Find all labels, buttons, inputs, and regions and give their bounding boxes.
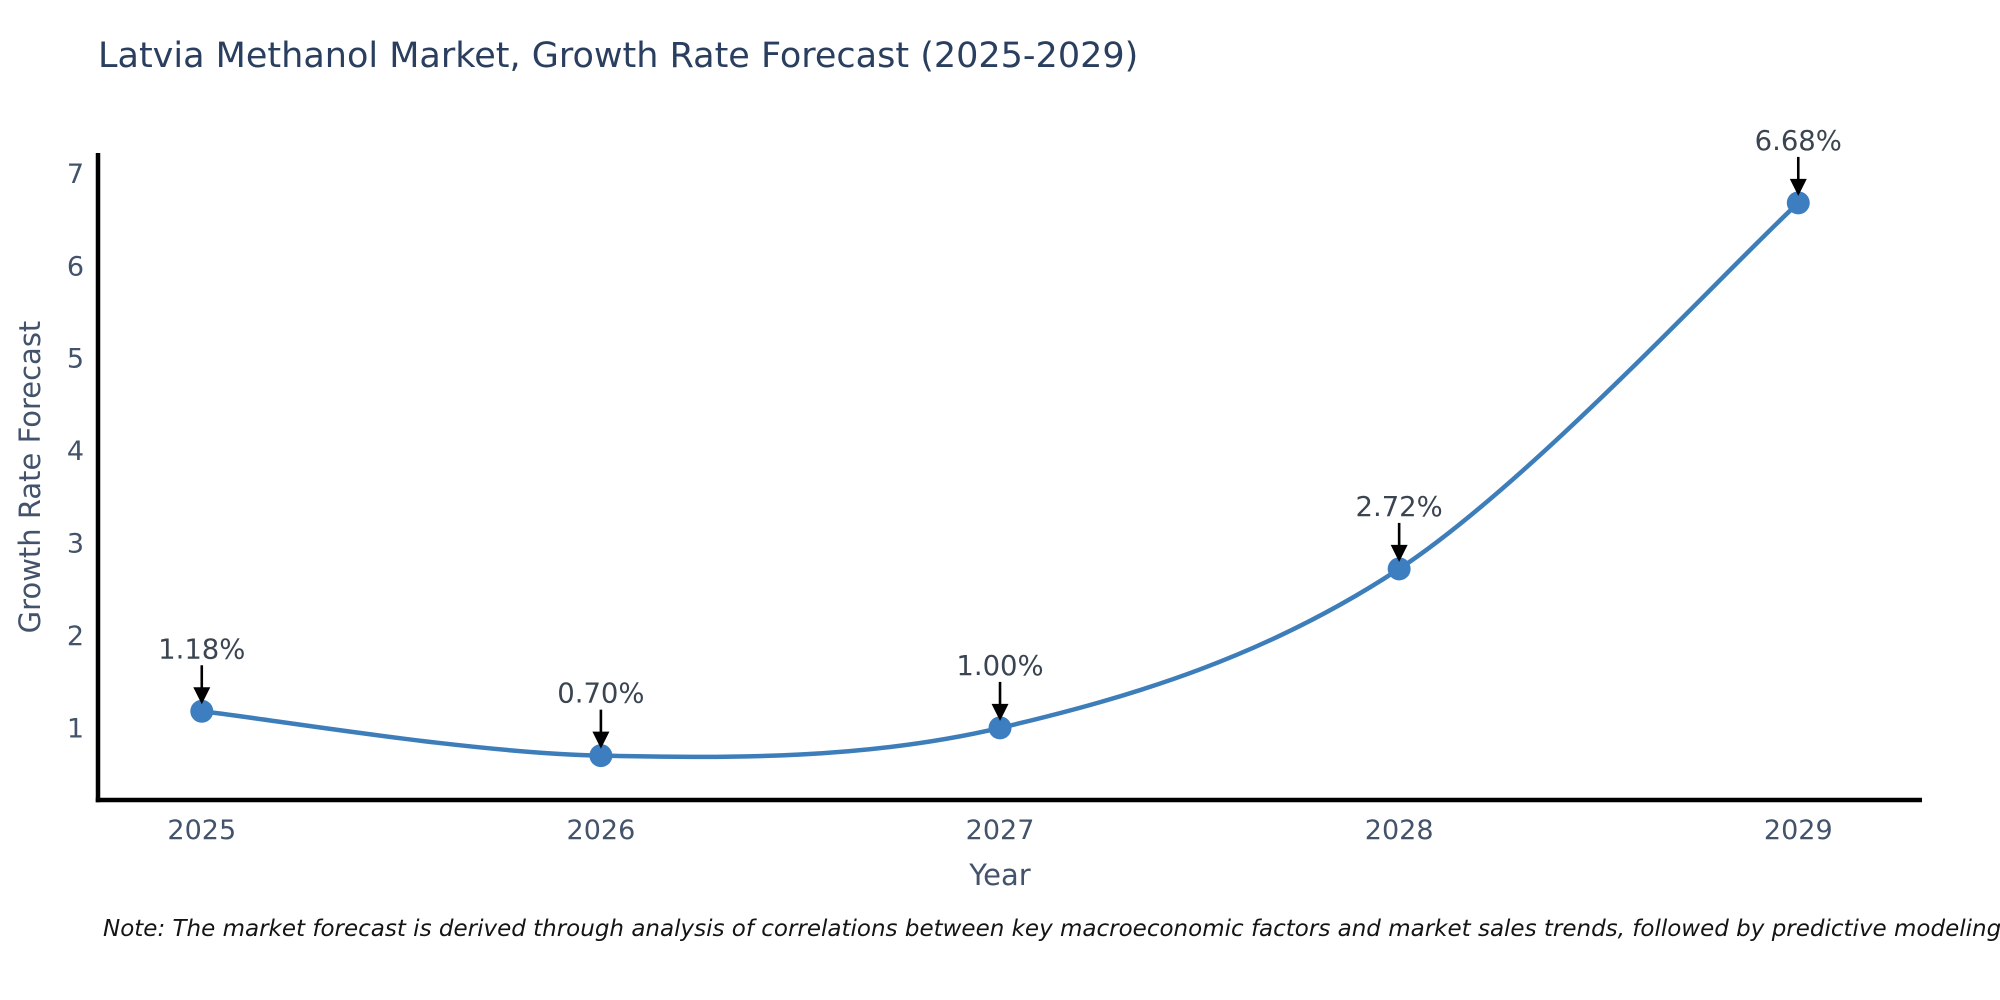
data-point <box>589 744 613 768</box>
chart-footnote: Note: The market forecast is derived thr… <box>103 916 2000 942</box>
y-tick-label: 1 <box>67 713 84 744</box>
x-tick-label: 2025 <box>167 815 236 846</box>
point-value-label: 1.18% <box>158 633 245 665</box>
annotation-arrowhead <box>1789 178 1807 196</box>
annotation-arrowhead <box>991 703 1009 721</box>
y-axis-label: Growth Rate Forecast <box>13 320 47 634</box>
x-tick-label: 2027 <box>966 815 1035 846</box>
x-tick-label: 2026 <box>567 815 636 846</box>
data-point <box>190 699 214 723</box>
x-axis-label: Year <box>969 858 1031 892</box>
y-tick-label: 3 <box>67 529 84 560</box>
data-point <box>988 716 1012 740</box>
y-tick-label: 4 <box>67 436 84 467</box>
x-tick-label: 2028 <box>1365 815 1434 846</box>
point-value-label: 0.70% <box>557 678 644 710</box>
chart-title: Latvia Methanol Market, Growth Rate Fore… <box>98 36 1139 76</box>
x-tick-label: 2029 <box>1764 815 1833 846</box>
point-value-label: 2.72% <box>1355 491 1442 523</box>
annotation-arrowhead <box>1390 544 1408 562</box>
point-value-label: 6.68% <box>1755 125 1842 157</box>
data-point <box>1786 191 1810 215</box>
point-value-label: 1.00% <box>956 650 1043 682</box>
data-point <box>1387 557 1411 581</box>
annotation-arrowhead <box>193 687 211 705</box>
y-tick-label: 7 <box>67 159 84 190</box>
annotation-arrowhead <box>592 731 610 749</box>
y-tick-label: 2 <box>67 621 84 652</box>
y-tick-label: 5 <box>67 344 84 375</box>
y-tick-label: 6 <box>67 251 84 282</box>
